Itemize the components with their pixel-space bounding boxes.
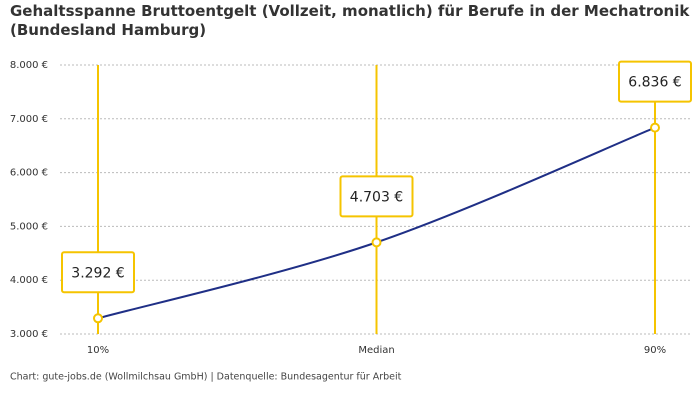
source-note: Chart: gute-jobs.de (Wollmilchsau GmbH) …: [10, 372, 402, 383]
point: [93, 313, 103, 324]
value-label: 3.292 €: [71, 265, 124, 281]
y-tick-label: 8.000 €: [10, 60, 48, 71]
chart-title: Gehaltsspanne Bruttoentgelt (Vollzeit, m…: [10, 2, 690, 39]
value-label-box: [61, 251, 135, 294]
y-tick-label: 5.000 €: [10, 221, 48, 232]
y-tick-label: 3.000 €: [10, 329, 48, 340]
y-tick-label: 6.000 €: [10, 168, 48, 179]
value-label: 6.836 €: [628, 75, 681, 91]
y-tick-label: 4.000 €: [10, 275, 48, 286]
y-tick-label: 7.000 €: [10, 114, 48, 125]
point: [371, 237, 382, 248]
value-label-box: [618, 60, 692, 103]
value-label: 4.703 €: [350, 189, 403, 205]
point: [650, 122, 660, 133]
x-tick-label: 90%: [644, 345, 666, 356]
value-label-box: [339, 175, 414, 218]
x-tick-label: Median: [358, 345, 394, 356]
x-tick-label: 10%: [87, 345, 109, 356]
